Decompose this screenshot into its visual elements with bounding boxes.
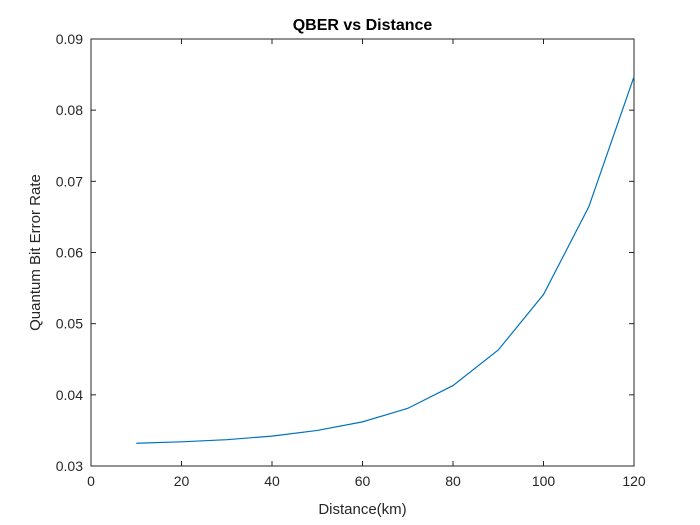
y-tick-label: 0.07 bbox=[56, 173, 83, 189]
x-tick-label: 120 bbox=[622, 473, 646, 489]
y-tick-label: 0.04 bbox=[56, 387, 83, 403]
x-tick-label: 0 bbox=[87, 473, 95, 489]
qber-series-line bbox=[136, 76, 635, 444]
x-tick-label: 40 bbox=[264, 473, 280, 489]
y-tick-label: 0.06 bbox=[56, 245, 83, 261]
y-tick-label: 0.03 bbox=[56, 458, 83, 474]
plot-area bbox=[90, 38, 635, 467]
x-tick-label: 60 bbox=[355, 473, 371, 489]
y-tick-label: 0.08 bbox=[56, 102, 83, 118]
x-tick-label: 100 bbox=[532, 473, 556, 489]
x-axis-label: Distance(km) bbox=[318, 501, 406, 518]
tick-group: 0 20 40 60 80 100 120 0.03 0.04 0.05 0.06 0.07 0.08 0… bbox=[56, 31, 646, 489]
x-tick-label: 80 bbox=[445, 473, 461, 489]
chart-title: QBER vs Distance bbox=[293, 17, 433, 34]
y-tick-label: 0.09 bbox=[56, 31, 83, 47]
y-tick-label: 0.05 bbox=[56, 316, 83, 332]
x-tick-label: 20 bbox=[174, 473, 190, 489]
y-axis-label: Quantum Bit Error Rate bbox=[27, 174, 44, 331]
